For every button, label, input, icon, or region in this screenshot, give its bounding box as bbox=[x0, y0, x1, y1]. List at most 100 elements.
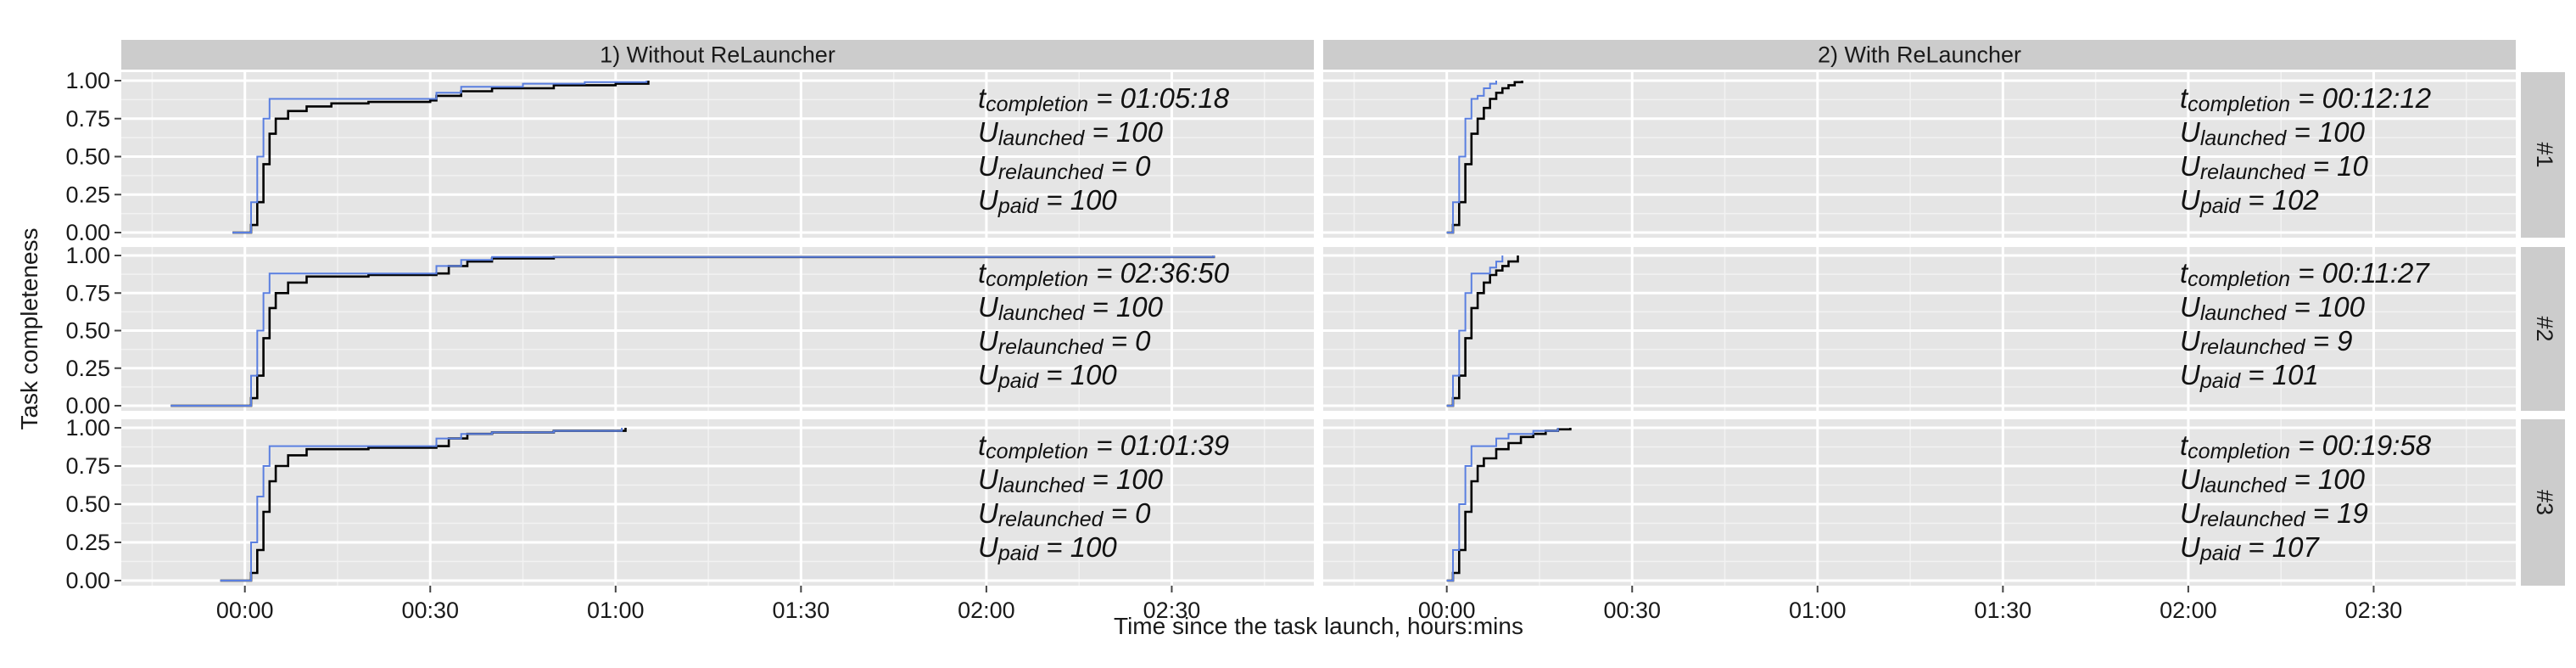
annotation-value: = 101 bbox=[2240, 359, 2319, 390]
row-strip-label-3: #3 bbox=[2532, 490, 2557, 515]
annotation-value: = 01:05:18 bbox=[1088, 82, 1230, 114]
x-tick-label: 01:00 bbox=[1789, 598, 1847, 623]
annotation-value: = 0 bbox=[1104, 150, 1152, 182]
annotation-subscript: relaunched bbox=[998, 335, 1104, 359]
annotation-value: = 00:19:58 bbox=[2290, 429, 2432, 461]
annotation-line: Upaid = 101 bbox=[2180, 359, 2319, 393]
y-axis-title: Task completeness bbox=[16, 227, 42, 429]
annotation-value: = 10 bbox=[2305, 150, 2369, 182]
y-tick-label: 1.00 bbox=[65, 68, 110, 93]
annotation-subscript: paid bbox=[2199, 369, 2241, 393]
annotation-subscript: completion bbox=[2188, 440, 2290, 463]
series-line-completed bbox=[232, 81, 650, 234]
annotation-symbol: t bbox=[2180, 429, 2189, 461]
annotation-symbol: U bbox=[2180, 116, 2200, 148]
x-tick-label: 00:30 bbox=[1603, 598, 1661, 623]
annotation-symbol: U bbox=[2180, 463, 2200, 495]
annotation-value: = 100 bbox=[2286, 291, 2365, 323]
annotation-subscript: relaunched bbox=[998, 508, 1104, 531]
y-tick-label: 0.75 bbox=[65, 453, 110, 479]
y-tick-label: 0.50 bbox=[65, 318, 110, 344]
annotation-value: = 100 bbox=[1038, 531, 1117, 563]
column-strip-label-2: 2) With ReLauncher bbox=[1818, 42, 2021, 68]
annotation-subscript: launched bbox=[998, 301, 1086, 325]
annotation-symbol: U bbox=[2180, 325, 2200, 356]
annotation-symbol: U bbox=[978, 359, 998, 390]
y-tick-label: 0.00 bbox=[65, 568, 110, 593]
annotation-subscript: paid bbox=[997, 194, 1039, 218]
row-strip-label-1: #1 bbox=[2532, 142, 2557, 167]
annotation-line: tcompletion = 02:36:50 bbox=[978, 257, 1230, 291]
annotation-line: Ulaunched = 100 bbox=[2180, 463, 2366, 497]
y-tick-label: 1.00 bbox=[65, 243, 110, 268]
series-line-launched bbox=[1446, 81, 1497, 233]
annotation-symbol: U bbox=[978, 291, 998, 323]
annotation-subscript: relaunched bbox=[998, 160, 1104, 184]
x-tick-label: 02:00 bbox=[958, 598, 1015, 623]
x-axis-title: Time since the task launch, hours:mins bbox=[1114, 613, 1523, 639]
annotation-symbol: U bbox=[2180, 291, 2200, 323]
annotation-value: = 100 bbox=[1038, 184, 1117, 216]
annotation-value: = 100 bbox=[2286, 116, 2365, 148]
row-strip-label-2: #2 bbox=[2532, 316, 2557, 341]
annotation-subscript: launched bbox=[2200, 301, 2288, 325]
annotation-subscript: completion bbox=[2188, 93, 2290, 116]
annotation-symbol: U bbox=[978, 531, 998, 563]
y-tick-label: 0.75 bbox=[65, 280, 110, 306]
annotation-subscript: paid bbox=[2199, 194, 2241, 218]
annotation-subscript: launched bbox=[2200, 126, 2288, 150]
column-strip-1 bbox=[121, 40, 1314, 70]
annotation-line: Ulaunched = 100 bbox=[2180, 116, 2366, 150]
annotation-value: = 00:12:12 bbox=[2290, 82, 2431, 114]
annotation-subscript: launched bbox=[998, 126, 1086, 150]
x-tick-label: 01:00 bbox=[587, 598, 645, 623]
annotation-symbol: t bbox=[2180, 82, 2189, 114]
annotation-subscript: relaunched bbox=[2200, 508, 2306, 531]
series-line-launched bbox=[1446, 428, 1559, 581]
annotation-line: Urelaunched = 10 bbox=[2180, 150, 2369, 184]
annotation-symbol: U bbox=[2180, 531, 2200, 563]
annotation-line: tcompletion = 01:05:18 bbox=[978, 82, 1230, 116]
annotation-subscript: completion bbox=[986, 267, 1088, 291]
annotation-value: = 0 bbox=[1104, 497, 1152, 529]
series-line-launched bbox=[1446, 255, 1504, 407]
y-tick-label: 0.00 bbox=[65, 220, 110, 245]
annotation-subscript: completion bbox=[2188, 267, 2290, 291]
annotation-symbol: t bbox=[978, 429, 987, 461]
y-tick-label: 1.00 bbox=[65, 415, 110, 441]
row-strip-2 bbox=[2521, 247, 2565, 411]
annotation-symbol: U bbox=[2180, 184, 2200, 216]
x-tick-label: 01:30 bbox=[773, 598, 830, 623]
annotation-subscript: paid bbox=[997, 369, 1039, 393]
series-line-completed bbox=[1446, 428, 1572, 582]
x-tick-label: 00:00 bbox=[1418, 598, 1476, 623]
annotation-subscript: relaunched bbox=[2200, 160, 2306, 184]
annotation-symbol: U bbox=[978, 497, 998, 529]
annotation-symbol: U bbox=[978, 463, 998, 495]
y-tick-label: 0.50 bbox=[65, 144, 110, 170]
x-tick-label: 01:30 bbox=[1975, 598, 2032, 623]
annotation-subscript: relaunched bbox=[2200, 335, 2306, 359]
y-tick-label: 0.50 bbox=[65, 491, 110, 517]
annotation-symbol: U bbox=[978, 184, 998, 216]
annotation-value: = 100 bbox=[1084, 463, 1163, 495]
annotation-value: = 0 bbox=[1104, 325, 1152, 356]
x-tick-label: 02:30 bbox=[1143, 598, 1201, 623]
annotation-symbol: U bbox=[978, 325, 998, 356]
annotation-line: Ulaunched = 100 bbox=[978, 116, 1164, 150]
annotation-value: = 19 bbox=[2305, 497, 2368, 529]
annotation-value: = 02:36:50 bbox=[1088, 257, 1230, 289]
annotation-symbol: t bbox=[978, 82, 987, 114]
annotation-line: Ulaunched = 100 bbox=[978, 291, 1164, 325]
annotation-value: = 100 bbox=[1084, 116, 1163, 148]
annotation-line: tcompletion = 00:12:12 bbox=[2180, 82, 2431, 116]
annotation-line: tcompletion = 00:19:58 bbox=[2180, 429, 2432, 463]
annotation-value: = 100 bbox=[1038, 359, 1117, 390]
x-tick-label: 02:00 bbox=[2160, 598, 2217, 623]
annotation-value: = 9 bbox=[2305, 325, 2353, 356]
annotation-line: Urelaunched = 9 bbox=[2180, 325, 2353, 359]
